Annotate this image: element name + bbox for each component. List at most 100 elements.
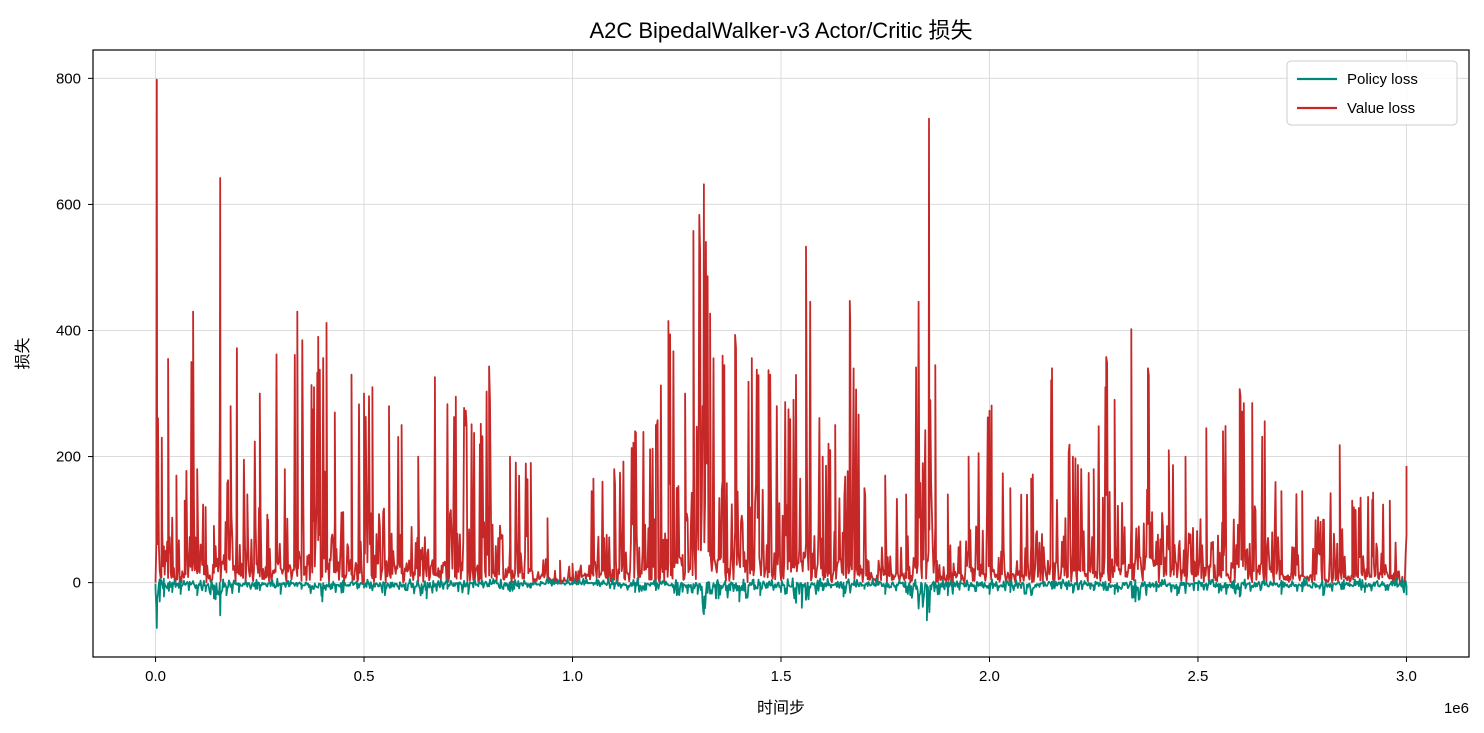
data-point-value-loss [417, 456, 419, 458]
y-axis-label: 损失 [14, 337, 32, 369]
data-point-policy-loss [1343, 588, 1345, 590]
data-point-policy-loss [1093, 589, 1095, 591]
data-point-value-loss [155, 582, 157, 584]
data-point-policy-loss [1301, 591, 1303, 593]
data-point-value-loss [905, 494, 907, 496]
data-point-policy-loss [322, 601, 324, 603]
data-point-policy-loss [1385, 589, 1387, 591]
data-point-policy-loss [1072, 592, 1074, 594]
data-point-policy-loss [718, 598, 720, 600]
x-tick-label: 3.0 [1396, 668, 1417, 685]
data-point-value-loss [192, 311, 194, 313]
data-point-policy-loss [219, 615, 221, 617]
data-point-value-loss [1168, 449, 1170, 451]
data-point-policy-loss [1051, 588, 1053, 590]
y-tick-label: 200 [56, 449, 81, 466]
data-point-value-loss [1239, 388, 1241, 390]
data-point-policy-loss [703, 613, 705, 615]
chart-title: A2C BipedalWalker-v3 Actor/Critic 损失 [589, 18, 972, 43]
ticks: 0.0 0.5 1.0 1.5 2.0 2.5 3.0 0 200 400 600 800 [56, 70, 1417, 685]
data-point-policy-loss [1010, 591, 1012, 593]
plot-area [154, 78, 1408, 629]
data-point-value-loss [230, 405, 232, 407]
data-point-policy-loss [780, 591, 782, 593]
data-point-policy-loss [530, 587, 532, 589]
data-point-policy-loss [426, 598, 428, 600]
data-point-value-loss [693, 230, 695, 232]
data-point-policy-loss [280, 593, 282, 595]
data-point-policy-loss [676, 594, 678, 596]
data-point-policy-loss [301, 588, 303, 590]
data-point-policy-loss [1176, 594, 1178, 596]
data-point-value-loss [968, 456, 970, 458]
data-point-value-loss [709, 313, 711, 315]
data-point-value-loss [1105, 356, 1107, 358]
data-point-policy-loss [634, 591, 636, 593]
data-point-policy-loss [655, 589, 657, 591]
series-line-policy-loss [154, 576, 1408, 629]
data-point-value-loss [488, 366, 490, 368]
data-point-policy-loss [1239, 596, 1241, 598]
data-point-policy-loss [926, 620, 928, 622]
x-tick-label: 1.0 [562, 668, 583, 685]
data-point-value-loss [751, 357, 753, 359]
data-point-value-loss [455, 396, 457, 398]
data-point-value-loss [1130, 328, 1132, 330]
data-point-policy-loss [180, 593, 182, 595]
data-point-value-loss [684, 393, 686, 395]
data-point-value-loss [480, 423, 482, 425]
data-point-policy-loss [155, 588, 157, 590]
data-point-value-loss [934, 364, 936, 366]
data-point-value-loss [947, 494, 949, 496]
legend-label: Value loss [1347, 100, 1415, 117]
data-point-policy-loss [822, 589, 824, 591]
data-point-value-loss [156, 79, 158, 81]
data-point-value-loss [184, 500, 186, 502]
data-point-value-loss [213, 525, 215, 527]
x-tick-label: 1.5 [771, 668, 792, 685]
data-point-value-loss [372, 386, 374, 388]
data-point-value-loss [634, 431, 636, 433]
data-point-policy-loss [551, 585, 553, 587]
data-point-value-loss [1051, 368, 1053, 370]
data-point-value-loss [928, 118, 930, 120]
data-point-policy-loss [488, 586, 490, 588]
data-point-value-loss [1093, 468, 1095, 470]
data-point-value-loss [161, 437, 163, 439]
data-point-value-loss [530, 462, 532, 464]
data-point-policy-loss [593, 584, 595, 586]
data-point-value-loss [176, 475, 178, 477]
data-point-policy-loss [1322, 594, 1324, 596]
data-point-value-loss [1372, 492, 1374, 494]
data-point-policy-loss [363, 587, 365, 589]
data-point-policy-loss [1155, 591, 1157, 593]
data-point-value-loss [722, 355, 724, 357]
data-point-value-loss [401, 424, 403, 426]
data-point-value-loss [205, 506, 207, 508]
data-point-policy-loss [509, 591, 511, 593]
data-point-value-loss [259, 393, 261, 395]
data-point-value-loss [1406, 465, 1408, 467]
data-point-policy-loss [843, 596, 845, 598]
data-point-policy-loss [159, 601, 161, 603]
data-point-value-loss [703, 183, 705, 185]
data-point-policy-loss [613, 588, 615, 590]
data-point-value-loss [326, 322, 328, 324]
data-point-value-loss [1339, 444, 1341, 446]
data-point-policy-loss [188, 589, 190, 591]
x-axis-label: 时间步 [757, 699, 805, 717]
data-point-policy-loss [884, 593, 886, 595]
data-point-policy-loss [156, 627, 158, 629]
data-point-policy-loss [213, 598, 215, 600]
data-point-value-loss [297, 311, 299, 313]
y-tick-label: 600 [56, 196, 81, 213]
data-point-value-loss [317, 336, 319, 338]
data-point-value-loss [1251, 402, 1253, 404]
data-point-policy-loss [947, 594, 949, 596]
data-point-policy-loss [1218, 592, 1220, 594]
data-point-policy-loss [1406, 594, 1408, 596]
data-point-policy-loss [163, 596, 165, 598]
x-tick-label: 2.5 [1188, 668, 1209, 685]
data-point-value-loss [1030, 478, 1032, 480]
data-point-value-loss [1114, 399, 1116, 401]
